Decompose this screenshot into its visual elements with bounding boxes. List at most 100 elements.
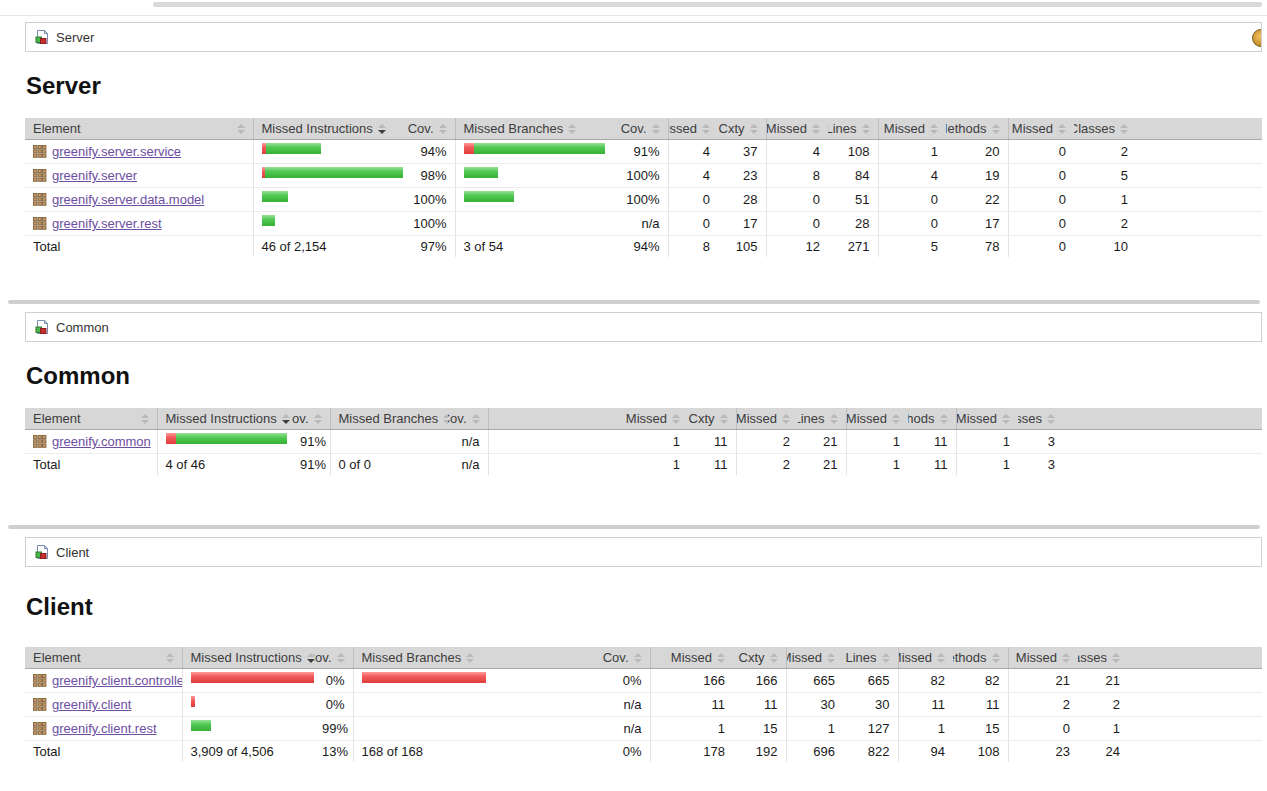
column-label: Missed Instructions xyxy=(262,121,373,136)
filler-cell xyxy=(1136,236,1262,258)
sort-icon xyxy=(812,124,820,134)
package-link[interactable]: greenify.common xyxy=(52,434,151,449)
column-header-methods[interactable]: Methods xyxy=(946,118,1008,140)
column-header-cxty[interactable]: Cxty xyxy=(718,118,766,140)
sort-icon xyxy=(1058,124,1066,134)
divider-line xyxy=(0,15,1267,16)
column-header-missed[interactable]: Missed xyxy=(766,118,828,140)
column-header-cxty[interactable]: Cxty xyxy=(733,647,786,669)
cell-value: 22 xyxy=(946,188,1008,212)
total-value-cell: 8 xyxy=(668,236,718,258)
cell-value: 4 xyxy=(878,164,946,188)
column-header-cov-[interactable]: Cov. xyxy=(448,408,488,430)
sort-icon xyxy=(992,653,1000,663)
coverage-bar xyxy=(262,191,396,208)
package-icon xyxy=(33,721,47,735)
column-header-missed[interactable]: Missed xyxy=(668,118,718,140)
column-header-element[interactable]: Element xyxy=(25,118,253,140)
package-link[interactable]: greenify.client xyxy=(52,697,131,712)
column-header-missed-instructions[interactable]: Missed Instructions xyxy=(253,118,403,140)
coverage-bar xyxy=(191,720,307,737)
column-header-missed[interactable]: Missed xyxy=(1008,647,1078,669)
cell-value: 166 xyxy=(733,669,786,693)
cell-value: 0 xyxy=(1008,212,1074,236)
package-link[interactable]: greenify.server.rest xyxy=(52,216,162,231)
column-header-element[interactable]: Element xyxy=(25,408,157,430)
column-label: Element xyxy=(33,121,81,136)
column-header-element[interactable]: Element xyxy=(25,647,182,669)
package-icon xyxy=(33,216,47,230)
column-header-classes[interactable]: Classes xyxy=(1018,408,1063,430)
table-row: greenify.common91%n/a11122111113 xyxy=(25,430,1262,454)
column-header-classes[interactable]: Classes xyxy=(1078,647,1128,669)
breadcrumb-label: Client xyxy=(56,545,89,560)
column-header-missed[interactable]: Missed xyxy=(650,647,733,669)
column-label: Missed xyxy=(898,650,932,665)
total-value-cell: 3 xyxy=(1018,454,1063,476)
column-header-missed[interactable]: Missed xyxy=(878,118,946,140)
column-header-missed[interactable]: Missed xyxy=(736,408,798,430)
total-value-cell: 178 xyxy=(650,741,733,763)
package-link[interactable]: greenify.client.controller xyxy=(52,673,182,688)
column-header-cov-[interactable]: Cov. xyxy=(292,408,330,430)
cell-branches-coverage: n/a xyxy=(500,717,650,741)
column-header-missed[interactable]: Missed xyxy=(956,408,1018,430)
cell-missed-instructions xyxy=(157,430,292,454)
cell-value: 17 xyxy=(718,212,766,236)
column-header-missed-branches[interactable]: Missed Branches xyxy=(353,647,500,669)
cell-value: 28 xyxy=(718,188,766,212)
sort-icon xyxy=(337,653,345,663)
column-header-lines[interactable]: Lines xyxy=(843,647,898,669)
package-link[interactable]: greenify.server.service xyxy=(52,144,181,159)
column-header-methods[interactable]: Methods xyxy=(908,408,956,430)
sessions-icon[interactable] xyxy=(1252,29,1262,47)
column-header-missed[interactable]: Missed xyxy=(846,408,908,430)
cell-value: 2 xyxy=(1074,140,1136,164)
column-header-cxty[interactable]: Cxty xyxy=(688,408,736,430)
cell-value: 4 xyxy=(766,140,828,164)
cell-missed-instructions xyxy=(253,140,403,164)
column-header-cov-[interactable]: Cov. xyxy=(605,118,668,140)
cell-branches-coverage: n/a xyxy=(500,693,650,717)
package-link[interactable]: greenify.server xyxy=(52,168,137,183)
coverage-bar xyxy=(464,167,598,184)
column-header-missed-instructions[interactable]: Missed Instructions xyxy=(157,408,292,430)
column-header-missed-branches[interactable]: Missed Branches xyxy=(330,408,448,430)
cell-missed-branches xyxy=(455,140,605,164)
column-header-missed[interactable]: Missed xyxy=(786,647,843,669)
column-header-cov-[interactable]: Cov. xyxy=(314,647,353,669)
column-label: Methods xyxy=(953,650,987,665)
sort-icon xyxy=(1047,414,1055,424)
cell-branches-coverage: n/a xyxy=(605,212,668,236)
cell-instructions-coverage: 98% xyxy=(403,164,455,188)
column-header-methods[interactable]: Methods xyxy=(953,647,1008,669)
coverage-table: ElementMissed InstructionsCov.Missed Bra… xyxy=(25,647,1262,762)
cell-instructions-coverage: 0% xyxy=(314,693,353,717)
package-link[interactable]: greenify.client.rest xyxy=(52,721,157,736)
column-header-lines[interactable]: Lines xyxy=(798,408,846,430)
column-header-classes[interactable]: Classes xyxy=(1074,118,1136,140)
filler-cell xyxy=(1136,188,1262,212)
column-header-missed[interactable]: Missed xyxy=(488,408,688,430)
sort-icon xyxy=(1112,653,1120,663)
column-header-cov-[interactable]: Cov. xyxy=(403,118,455,140)
package-link[interactable]: greenify.server.data.model xyxy=(52,192,204,207)
total-value-cell: 0 xyxy=(1008,236,1074,258)
column-header-missed-instructions[interactable]: Missed Instructions xyxy=(182,647,314,669)
column-header-missed[interactable]: Missed xyxy=(898,647,953,669)
cell-element: greenify.client.controller xyxy=(25,669,182,693)
cell-value: 2 xyxy=(1074,212,1136,236)
breadcrumb-label: Server xyxy=(56,30,94,45)
column-label: Cxty xyxy=(739,650,765,665)
page-title: Client xyxy=(26,593,1267,621)
column-header-lines[interactable]: Lines xyxy=(828,118,878,140)
table-row: greenify.client0%n/a11113030111122 xyxy=(25,693,1262,717)
cell-value: 0 xyxy=(766,212,828,236)
total-branches-cell: 0 of 0 xyxy=(330,454,448,476)
column-header-missed-branches[interactable]: Missed Branches xyxy=(455,118,605,140)
column-header-missed[interactable]: Missed xyxy=(1008,118,1074,140)
cell-value: 1 xyxy=(846,430,908,454)
cell-value: 11 xyxy=(650,693,733,717)
column-header-cov-[interactable]: Cov. xyxy=(500,647,650,669)
package-icon xyxy=(33,144,47,158)
